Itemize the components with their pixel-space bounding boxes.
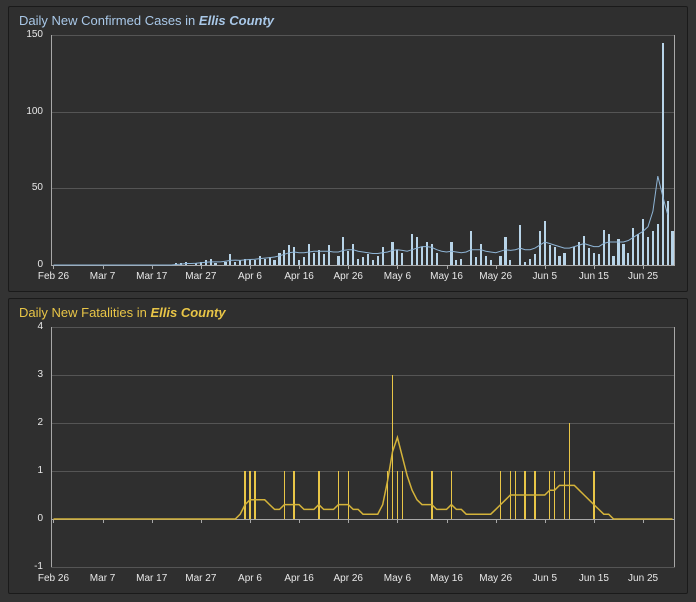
chart1-title-em: Ellis County <box>199 13 274 28</box>
chart1-ytick-label: 50 <box>32 182 43 193</box>
chart2-ytick-label: 4 <box>37 321 43 332</box>
chart2-ytick-label: 0 <box>37 513 43 524</box>
chart1-xtick-mark <box>299 265 300 269</box>
chart2-xtick-label: Feb 26 <box>38 573 69 584</box>
chart2-trend-svg <box>51 327 675 567</box>
chart2-xtick-label: Apr 16 <box>284 573 313 584</box>
chart2-title-em: Ellis County <box>151 305 226 320</box>
chart1-panel: Daily New Confirmed Cases in Ellis Count… <box>8 6 688 292</box>
chart1-xtick-mark <box>545 265 546 269</box>
chart1-title-prefix: Daily New Confirmed Cases in <box>19 13 199 28</box>
chart2-panel: Daily New Fatalities in Ellis County -1 0 1… <box>8 298 688 594</box>
chart2-trend-line <box>54 437 673 519</box>
chart2-xtick-label: Mar 27 <box>185 573 216 584</box>
chart2-title: Daily New Fatalities in Ellis County <box>19 305 226 320</box>
chart1-ytick-label: 100 <box>26 106 43 117</box>
chart1-xtick-label: Mar 17 <box>136 271 167 282</box>
chart1-xtick-label: Apr 6 <box>238 271 262 282</box>
chart2-plot-area <box>51 327 675 567</box>
chart1-trend-line <box>54 176 668 265</box>
chart2-xtick-label: Jun 15 <box>579 573 609 584</box>
chart2-xtick-label: Apr 6 <box>238 573 262 584</box>
chart2-xtick-label: Mar 7 <box>90 573 116 584</box>
chart2-xtick-label: May 16 <box>430 573 463 584</box>
chart2-xtick-label: Jun 5 <box>533 573 557 584</box>
chart2-xtick-label: Jun 25 <box>628 573 658 584</box>
chart1-xtick-label: Apr 26 <box>334 271 363 282</box>
chart1-ytick-label: 150 <box>26 29 43 40</box>
chart1-xtick-label: Feb 26 <box>38 271 69 282</box>
chart1-title: Daily New Confirmed Cases in Ellis Count… <box>19 13 274 28</box>
chart2-ytick-label: 1 <box>37 465 43 476</box>
chart2-gridline <box>51 567 675 568</box>
chart1-xtick-mark <box>201 265 202 269</box>
chart1-xtick-mark <box>103 265 104 269</box>
chart2-title-prefix: Daily New Fatalities in <box>19 305 151 320</box>
chart1-xtick-label: Jun 15 <box>579 271 609 282</box>
chart2-xtick-label: May 26 <box>479 573 512 584</box>
chart1-xtick-label: May 16 <box>430 271 463 282</box>
chart2-ytick-label: 2 <box>37 417 43 428</box>
chart1-xtick-mark <box>643 265 644 269</box>
chart1-xtick-mark <box>250 265 251 269</box>
chart1-xtick-mark <box>594 265 595 269</box>
chart1-xtick-label: May 6 <box>384 271 411 282</box>
chart1-xtick-label: May 26 <box>479 271 512 282</box>
chart1-xtick-label: Mar 27 <box>185 271 216 282</box>
chart1-xtick-mark <box>496 265 497 269</box>
chart1-ytick-label: 0 <box>37 259 43 270</box>
chart1-xtick-label: Jun 25 <box>628 271 658 282</box>
chart1-xtick-mark <box>348 265 349 269</box>
chart2-ytick-label: -1 <box>34 561 43 572</box>
chart1-plot-area <box>51 35 675 265</box>
chart2-xtick-label: Mar 17 <box>136 573 167 584</box>
chart2-xtick-label: May 6 <box>384 573 411 584</box>
chart1-xtick-mark <box>397 265 398 269</box>
chart1-xtick-mark <box>53 265 54 269</box>
chart1-xtick-label: Jun 5 <box>533 271 557 282</box>
chart1-trend-svg <box>51 35 675 265</box>
chart2-xtick-label: Apr 26 <box>334 573 363 584</box>
chart2-ytick-label: 3 <box>37 369 43 380</box>
chart1-xtick-mark <box>447 265 448 269</box>
chart1-xtick-label: Apr 16 <box>284 271 313 282</box>
chart1-xtick-mark <box>152 265 153 269</box>
chart1-xtick-label: Mar 7 <box>90 271 116 282</box>
